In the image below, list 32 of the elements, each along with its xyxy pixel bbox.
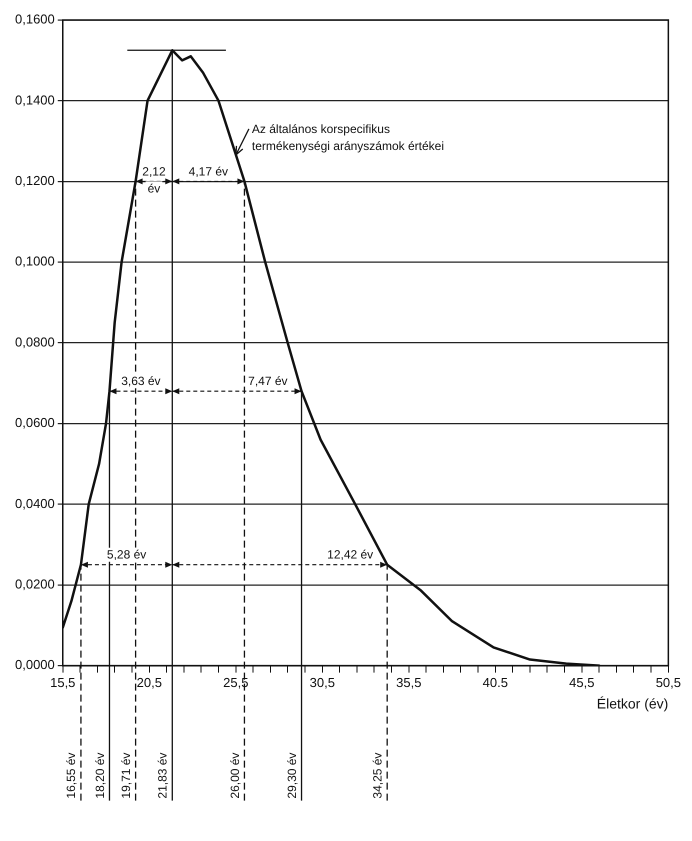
y-tick-label: 0,0400 (14, 496, 55, 511)
y-tick-label: 0,0200 (14, 576, 55, 592)
annotation: 5,28 év (106, 548, 146, 562)
ref-line-label: 21,83 év (156, 752, 170, 799)
y-tick-label: 0,1200 (14, 172, 55, 188)
ref-line-label: 18,20 év (92, 752, 107, 799)
x-tick-label: 25,5 (223, 674, 248, 690)
annotation: 12,42 év (327, 548, 374, 562)
x-tick-label: 30,5 (310, 674, 335, 690)
ref-line-label: 34,25 év (370, 752, 384, 799)
y-tick-label: 0,1400 (14, 92, 55, 108)
ref-line-label: 19,71 év (118, 752, 133, 799)
y-tick-label: 0,0600 (14, 415, 55, 430)
y-tick-label: 0,0800 (14, 334, 55, 350)
legend-label: Az általános korspecifikus termékenységi arányszámok értékei (252, 122, 444, 153)
annotation: 4,17 év (188, 164, 228, 178)
x-axis-title: Életkor (év) (596, 695, 668, 712)
y-tick-label: 0,1600 (14, 12, 55, 27)
annotation: 2,12 év (142, 164, 166, 196)
x-tick-label: 50,5 (656, 674, 682, 690)
annotation: 3,63 év (121, 374, 161, 388)
x-tick-label: 15,5 (50, 674, 76, 690)
ref-line-label: 16,55 év (64, 752, 78, 799)
x-tick-label: 35,5 (396, 674, 422, 690)
y-tick-label: 0,0000 (14, 657, 55, 672)
x-tick-label: 40.5 (482, 674, 508, 690)
x-tick-label: 20,5 (136, 674, 162, 690)
ref-line-label: 26,00 év (228, 752, 242, 799)
ref-line-label: 29,30 év (284, 752, 299, 799)
annotation: 7,47 év (248, 374, 288, 388)
y-tick-label: 0,1000 (14, 254, 55, 269)
x-tick-label: 45,5 (569, 674, 594, 690)
